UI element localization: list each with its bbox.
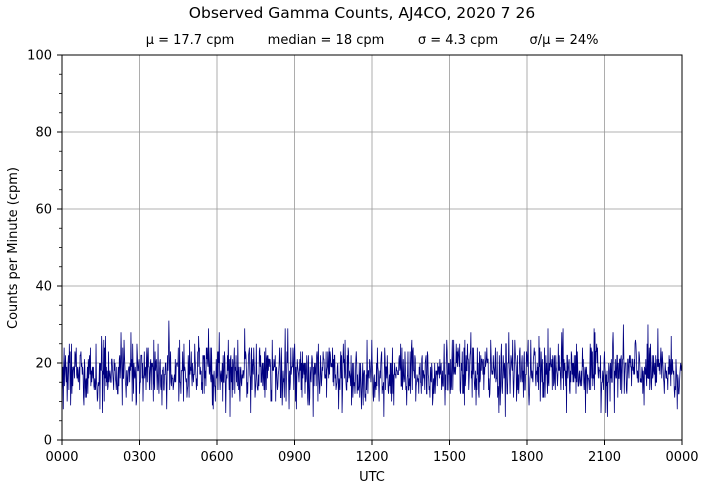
y-axis-label: Counts per Minute (cpm): [6, 167, 21, 329]
y-tick-label: 60: [35, 203, 52, 218]
x-tick-label: 0600: [200, 450, 233, 465]
y-tick-label: 0: [44, 434, 52, 449]
x-tick-label: 1500: [433, 450, 466, 465]
grid-lines: [62, 55, 682, 440]
x-axis-label: UTC: [359, 470, 385, 485]
chart-title: Observed Gamma Counts, AJ4CO, 2020 7 26: [189, 4, 535, 22]
stats-subtitle: μ = 17.7 cpm median = 18 cpm σ = 4.3 cpm…: [146, 33, 599, 48]
y-tick-label: 100: [27, 49, 52, 64]
x-tick-label: 1200: [355, 450, 388, 465]
y-tick-labels: 0 20 40 60 80 100: [27, 49, 52, 449]
x-tick-labels: 0000 0300 0600 0900 1200 1500 1800 2100 0000: [45, 450, 698, 465]
y-tick-label: 40: [35, 280, 52, 295]
stat-mean: μ = 17.7 cpm: [146, 33, 235, 48]
gamma-counts-series-line: [61, 320, 683, 417]
y-tick-label: 20: [35, 357, 52, 372]
stat-cv: σ/μ = 24%: [530, 33, 599, 48]
y-tick-label: 80: [35, 126, 52, 141]
x-tick-label: 0000: [665, 450, 698, 465]
x-tick-label: 0900: [278, 450, 311, 465]
stat-stdev: σ = 4.3 cpm: [418, 33, 498, 48]
x-tick-label: 0300: [123, 450, 156, 465]
series-layer: [61, 320, 683, 417]
x-tick-label: 0000: [45, 450, 78, 465]
stat-median: median = 18 cpm: [268, 33, 385, 48]
axis-ticks: [57, 54, 683, 445]
x-tick-label: 1800: [510, 450, 543, 465]
x-tick-label: 2100: [588, 450, 621, 465]
